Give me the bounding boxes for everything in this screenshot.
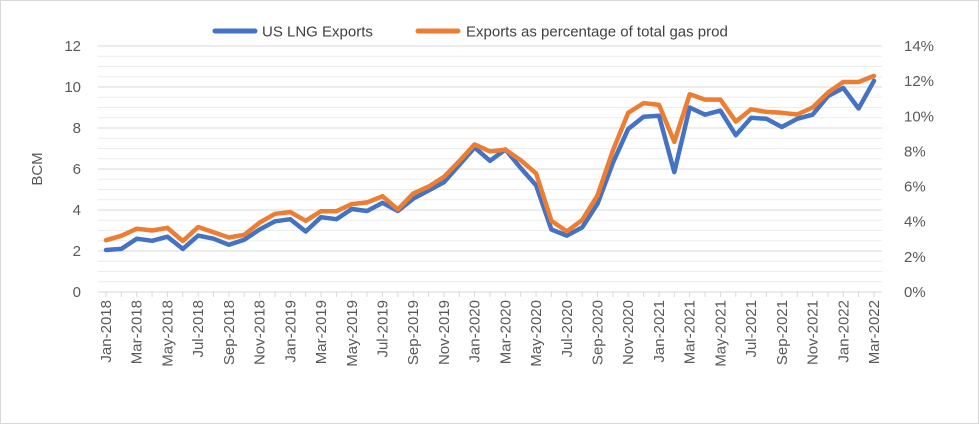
x-tick-label: Nov-2020 (620, 300, 637, 365)
y-tick-label: 6 (73, 161, 81, 178)
x-tick-label: May-2018 (159, 300, 176, 367)
y-tick-label: 0 (73, 284, 81, 301)
x-axis-ticks: Jan-2018 Mar-2018 May-2018 Jul-2018 Sep-2018… (98, 292, 883, 367)
y2-tick-label: 0% (904, 284, 926, 301)
x-tick-label: Jan-2019 (282, 300, 299, 363)
y-tick-label: 10 (64, 79, 81, 96)
x-tick-label: Sep-2020 (590, 300, 607, 365)
right-axis-ticks: 0% 2% 4% 6% 8% 10% 12% 14% (904, 38, 934, 301)
x-tick-label: Jul-2020 (559, 300, 576, 358)
x-tick-label: Jan-2018 (98, 300, 115, 363)
y-axis-title: BCM (29, 152, 46, 185)
y2-tick-label: 8% (904, 143, 926, 160)
y2-tick-label: 2% (904, 249, 926, 266)
x-tick-label: Jul-2019 (374, 300, 391, 358)
x-tick-label: Jan-2020 (467, 300, 484, 363)
y2-tick-label: 12% (904, 73, 934, 90)
y2-tick-label: 6% (904, 179, 926, 196)
legend-label-2: Exports as percentage of total gas prod (466, 24, 728, 41)
x-tick-label: Nov-2021 (805, 300, 822, 365)
x-tick-label: Jul-2018 (190, 300, 207, 358)
x-tick-label: Sep-2021 (774, 300, 791, 365)
y-tick-label: 2 (73, 243, 81, 260)
left-axis-ticks: 0 2 4 6 8 10 12 (64, 38, 81, 301)
x-tick-label: Mar-2021 (682, 300, 699, 364)
x-tick-label: Jan-2021 (651, 300, 668, 363)
y-tick-label: 8 (73, 120, 81, 137)
x-tick-label: Jan-2022 (835, 300, 852, 363)
series-line-2 (103, 73, 877, 244)
x-tick-label: Sep-2018 (221, 300, 238, 365)
y2-tick-label: 14% (904, 38, 934, 55)
x-tick-label: Sep-2019 (405, 300, 422, 365)
y-tick-label: 4 (73, 202, 81, 219)
legend-label-1: US LNG Exports (262, 24, 373, 41)
y-tick-label: 12 (64, 38, 81, 55)
y2-tick-label: 10% (904, 108, 934, 125)
x-tick-label: May-2021 (712, 300, 729, 367)
x-tick-label: Mar-2022 (866, 300, 883, 364)
x-tick-label: Nov-2019 (436, 300, 453, 365)
x-tick-label: Mar-2019 (313, 300, 330, 364)
series-line-1 (103, 78, 877, 253)
y2-tick-label: 4% (904, 214, 926, 231)
x-tick-label: Mar-2018 (129, 300, 146, 364)
legend: US LNG Exports Exports as percentage of t… (212, 24, 728, 41)
x-tick-label: Nov-2018 (252, 300, 269, 365)
gridlines (98, 45, 882, 283)
series-lines (103, 73, 877, 253)
x-tick-label: May-2019 (344, 300, 361, 367)
x-tick-label: May-2020 (528, 300, 545, 367)
x-tick-label: Mar-2020 (497, 300, 514, 364)
x-tick-label: Jul-2021 (743, 300, 760, 358)
